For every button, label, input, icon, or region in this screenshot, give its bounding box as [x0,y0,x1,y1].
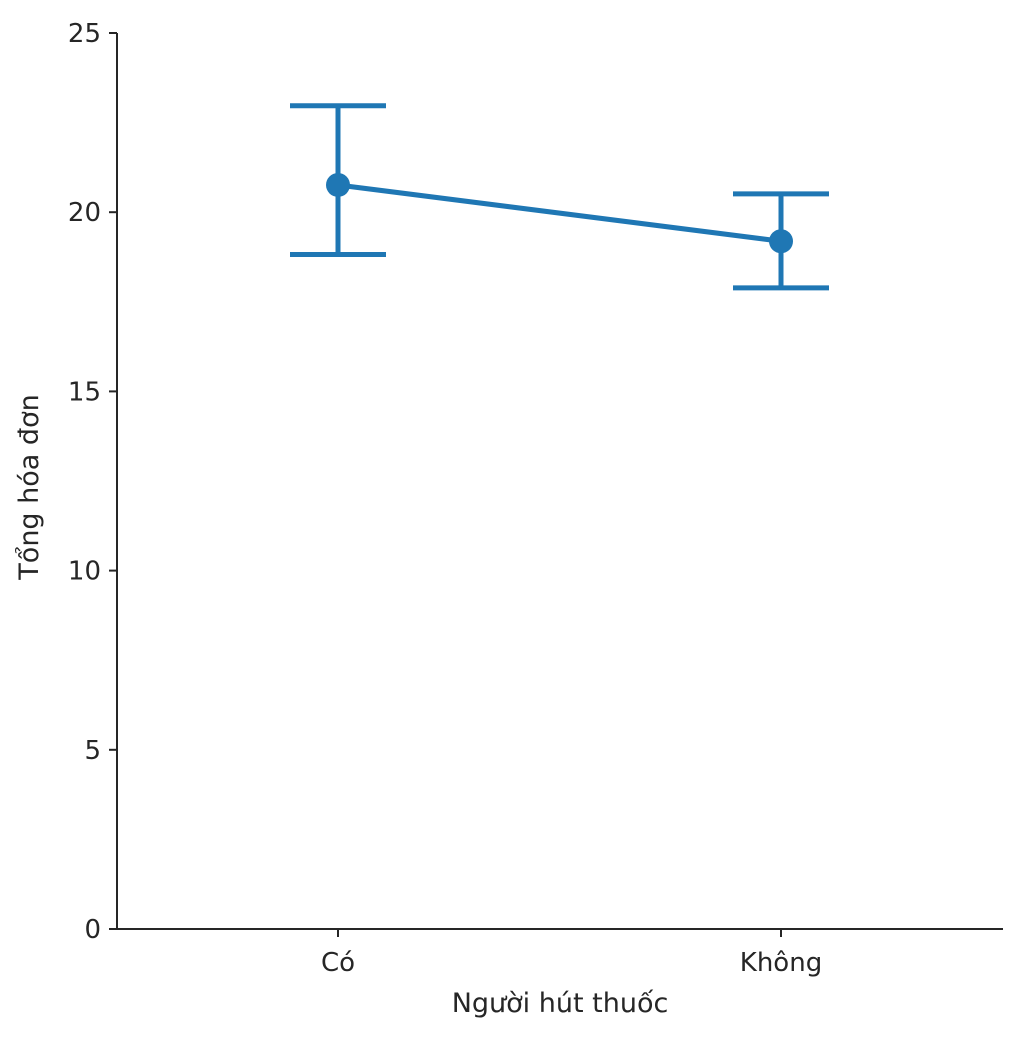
x-axis-label: Người hút thuốc [452,988,669,1019]
y-tick-label-2: 10 [68,557,101,587]
y-axis-label: Tổng hóa đơn [14,394,45,580]
data-point-1 [769,229,793,254]
series-line-0 [335,182,784,244]
y-tick-label-0: 0 [84,915,101,945]
x-tick-label-1: Không [740,948,822,978]
x-tick-label-0: Có [321,948,355,978]
y-tick-label-1: 5 [84,736,101,766]
x-axis-ticks: Có Không [321,929,822,978]
series-marks [290,103,829,291]
y-tick-label-4: 20 [68,198,101,228]
y-tick-label-5: 25 [68,19,101,49]
data-point-0 [326,172,350,197]
y-tick-label-3: 15 [68,377,101,407]
y-axis-ticks: 0 5 10 15 20 25 [68,19,117,945]
